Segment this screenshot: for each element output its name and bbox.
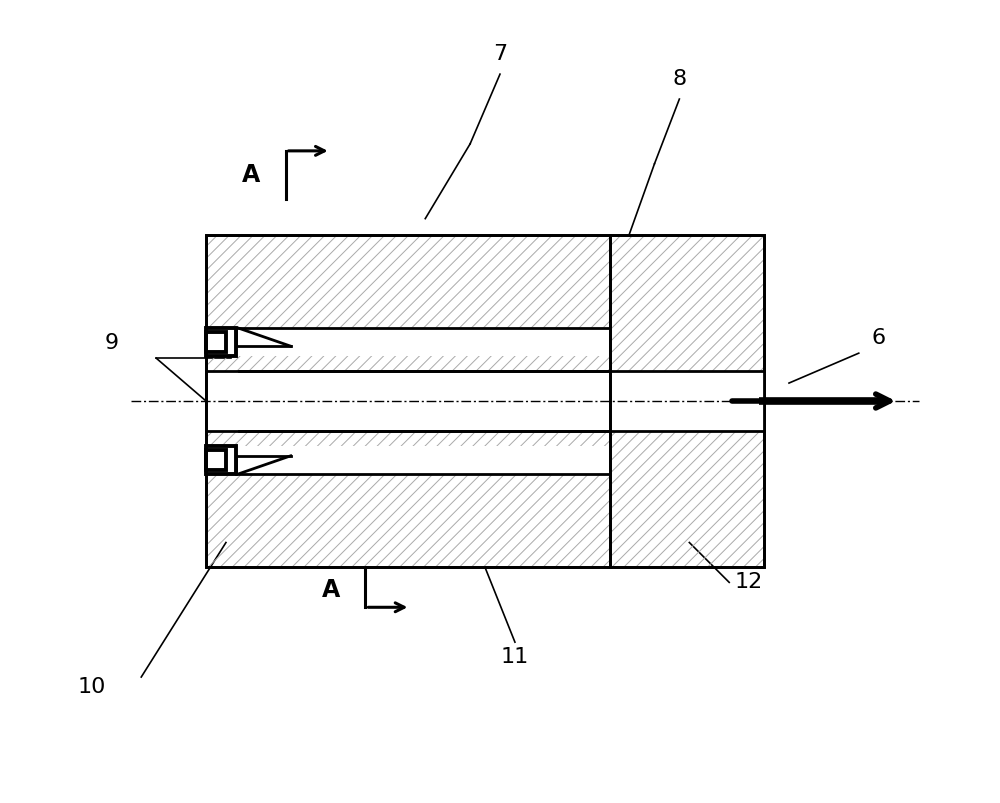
Bar: [610, 372, 764, 431]
Bar: [206, 235, 610, 568]
Bar: [206, 450, 226, 471]
Text: 10: 10: [77, 676, 106, 696]
Bar: [206, 372, 764, 431]
Text: 6: 6: [872, 328, 886, 348]
Bar: [610, 235, 764, 568]
Bar: [206, 235, 610, 568]
Text: A: A: [321, 577, 340, 601]
Text: 11: 11: [501, 646, 529, 666]
Bar: [206, 332, 226, 353]
Bar: [610, 235, 764, 568]
Text: 12: 12: [735, 572, 763, 592]
Bar: [206, 329, 236, 357]
Bar: [206, 446, 610, 474]
Text: 8: 8: [672, 69, 686, 89]
Text: 9: 9: [104, 332, 118, 353]
Bar: [206, 446, 236, 474]
Text: A: A: [242, 162, 260, 186]
Bar: [610, 235, 764, 568]
Bar: [206, 329, 610, 357]
Text: 7: 7: [493, 44, 507, 64]
Bar: [206, 235, 610, 568]
